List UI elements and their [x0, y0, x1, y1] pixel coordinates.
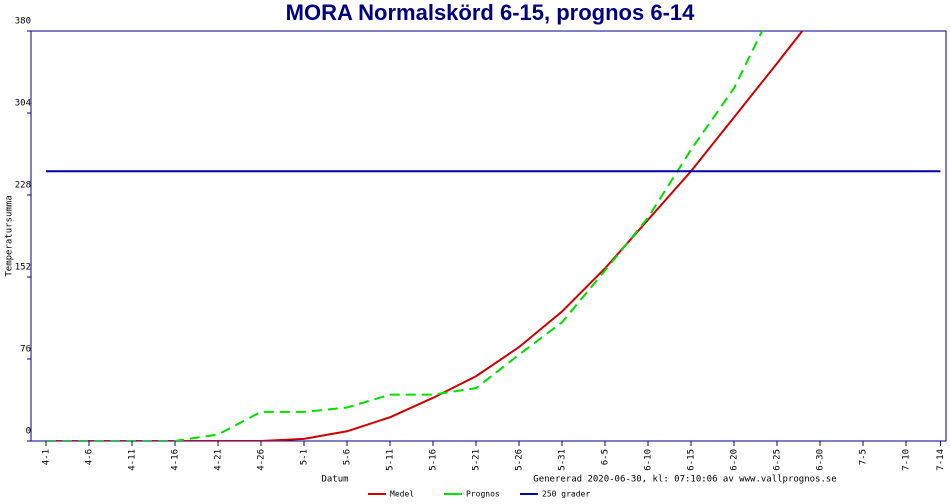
x-tick-label: 4-1	[42, 449, 52, 465]
legend-label: Medel	[390, 490, 414, 499]
series-line	[46, 31, 804, 441]
x-tick-label: 4-11	[128, 449, 138, 471]
legend-label: 250 grader	[542, 490, 590, 499]
x-tick-label: 4-6	[85, 449, 95, 465]
y-tick-label: 76	[20, 345, 31, 355]
x-tick-label: 6-30	[816, 449, 826, 471]
plot-area	[46, 31, 941, 441]
footnote: Genererad 2020-06-30, kl: 07:10:06 av ww…	[533, 475, 836, 485]
y-tick-label: 380	[15, 17, 31, 27]
y-tick-label: 228	[15, 181, 31, 191]
x-tick-label: 5-1	[300, 449, 310, 465]
y-tick-label: 0	[26, 427, 31, 437]
x-tick-label: 5-31	[558, 449, 568, 471]
y-tick-label: 152	[15, 263, 31, 273]
x-tick-label: 5-21	[472, 449, 482, 471]
chart-title: MORA Normalskörd 6-15, prognos 6-14	[286, 0, 695, 25]
x-tick-label: 7-14	[936, 449, 946, 471]
x-tick-label: 7-10	[902, 449, 912, 471]
x-tick-label: 6-25	[773, 449, 783, 471]
x-tick-label: 4-21	[214, 449, 224, 471]
legend-label: Prognos	[466, 490, 500, 499]
x-tick-label: 6-10	[644, 449, 654, 471]
x-tick-label: 6-20	[730, 449, 740, 471]
x-tick-label: 7-5	[859, 449, 869, 465]
plot-frame	[30, 30, 947, 442]
x-tick-label: 6-15	[687, 449, 697, 471]
y-tick-label: 304	[15, 99, 31, 109]
x-tick-label: 5-26	[515, 449, 525, 471]
x-tick-label: 5-16	[429, 449, 439, 471]
x-tick-label: 5-6	[343, 449, 353, 465]
x-axis-label: Datum	[321, 475, 348, 485]
y-axis-label: Temperatursumma	[5, 195, 15, 276]
x-tick-label: 6-5	[601, 449, 611, 465]
x-tick-label: 4-16	[171, 449, 181, 471]
x-tick-label: 5-11	[386, 449, 396, 471]
series-line	[46, 31, 764, 441]
x-tick-label: 4-26	[257, 449, 267, 471]
